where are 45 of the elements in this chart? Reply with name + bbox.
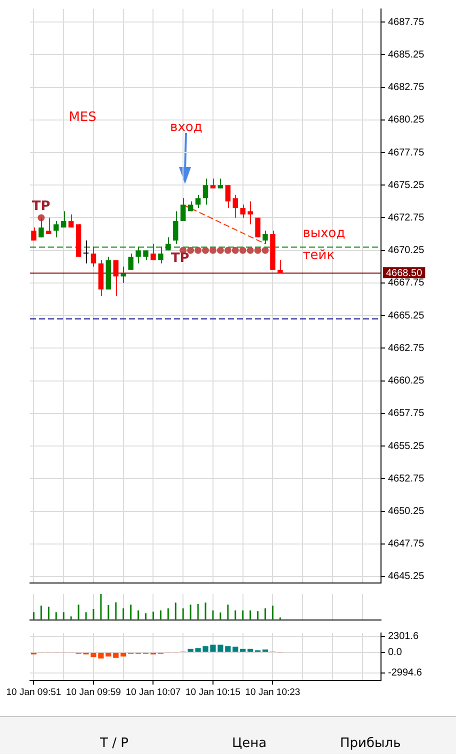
candlestick [248, 200, 253, 225]
ref-line-label: 4668.50 [386, 268, 423, 279]
x-tick-label: 10 Jan 09:51 [6, 686, 62, 698]
bar [225, 646, 231, 652]
bar [106, 652, 112, 656]
y-tick-label: 4647.75 [388, 538, 425, 550]
x-tick-label: 10 Jan 10:07 [126, 686, 181, 698]
bar [240, 648, 246, 652]
y-tick-label: 4652.75 [388, 473, 425, 484]
y-tick-label: 4687.75 [388, 16, 425, 28]
y-tick-label: 4650.25 [388, 506, 425, 517]
candlestick [120, 266, 126, 284]
text: Прибыль [340, 736, 401, 751]
y-tick-label: 4680.25 [388, 114, 425, 126]
y-tick-label: 4660.25 [388, 376, 425, 387]
y-tick-label: 4665.25 [388, 310, 425, 322]
y-tick-label: 4655.25 [388, 440, 425, 452]
x-tick-label: 10 Jan 09:59 [66, 686, 121, 698]
annotation: тейк [302, 248, 335, 263]
bar [248, 648, 254, 652]
bar [113, 652, 119, 658]
bar [232, 646, 238, 652]
x-tick-label: 10 Jan 10:23 [245, 686, 300, 698]
y-tick-label: 4657.75 [388, 408, 425, 420]
annotation: TP [32, 199, 50, 214]
annotation: вход [170, 120, 202, 135]
annotation: MES [68, 110, 96, 125]
y-tick-label: 2301.6 [388, 631, 420, 642]
annotation: TP [170, 251, 190, 266]
y-tick-label: 4677.75 [388, 147, 425, 158]
text: Цена [232, 736, 267, 751]
y-tick-label: 4685.25 [388, 49, 425, 60]
annotation: выход [302, 226, 346, 241]
y-tick-label: 4670.25 [388, 245, 425, 256]
text: T / P [100, 736, 128, 751]
y-tick-label: -2994.6 [388, 668, 422, 679]
y-tick-label: 4667.75 [388, 278, 425, 289]
bar [120, 652, 126, 656]
y-tick-label: 4675.25 [388, 180, 425, 191]
y-tick-label: 4645.25 [388, 571, 425, 582]
y-tick-label: 4682.75 [388, 82, 425, 94]
x-tick-label: 10 Jan 10:15 [186, 686, 240, 698]
y-tick-label: 0.0 [388, 647, 402, 658]
y-tick-label: 4662.75 [388, 342, 425, 354]
y-tick-label: 4672.75 [388, 212, 425, 224]
